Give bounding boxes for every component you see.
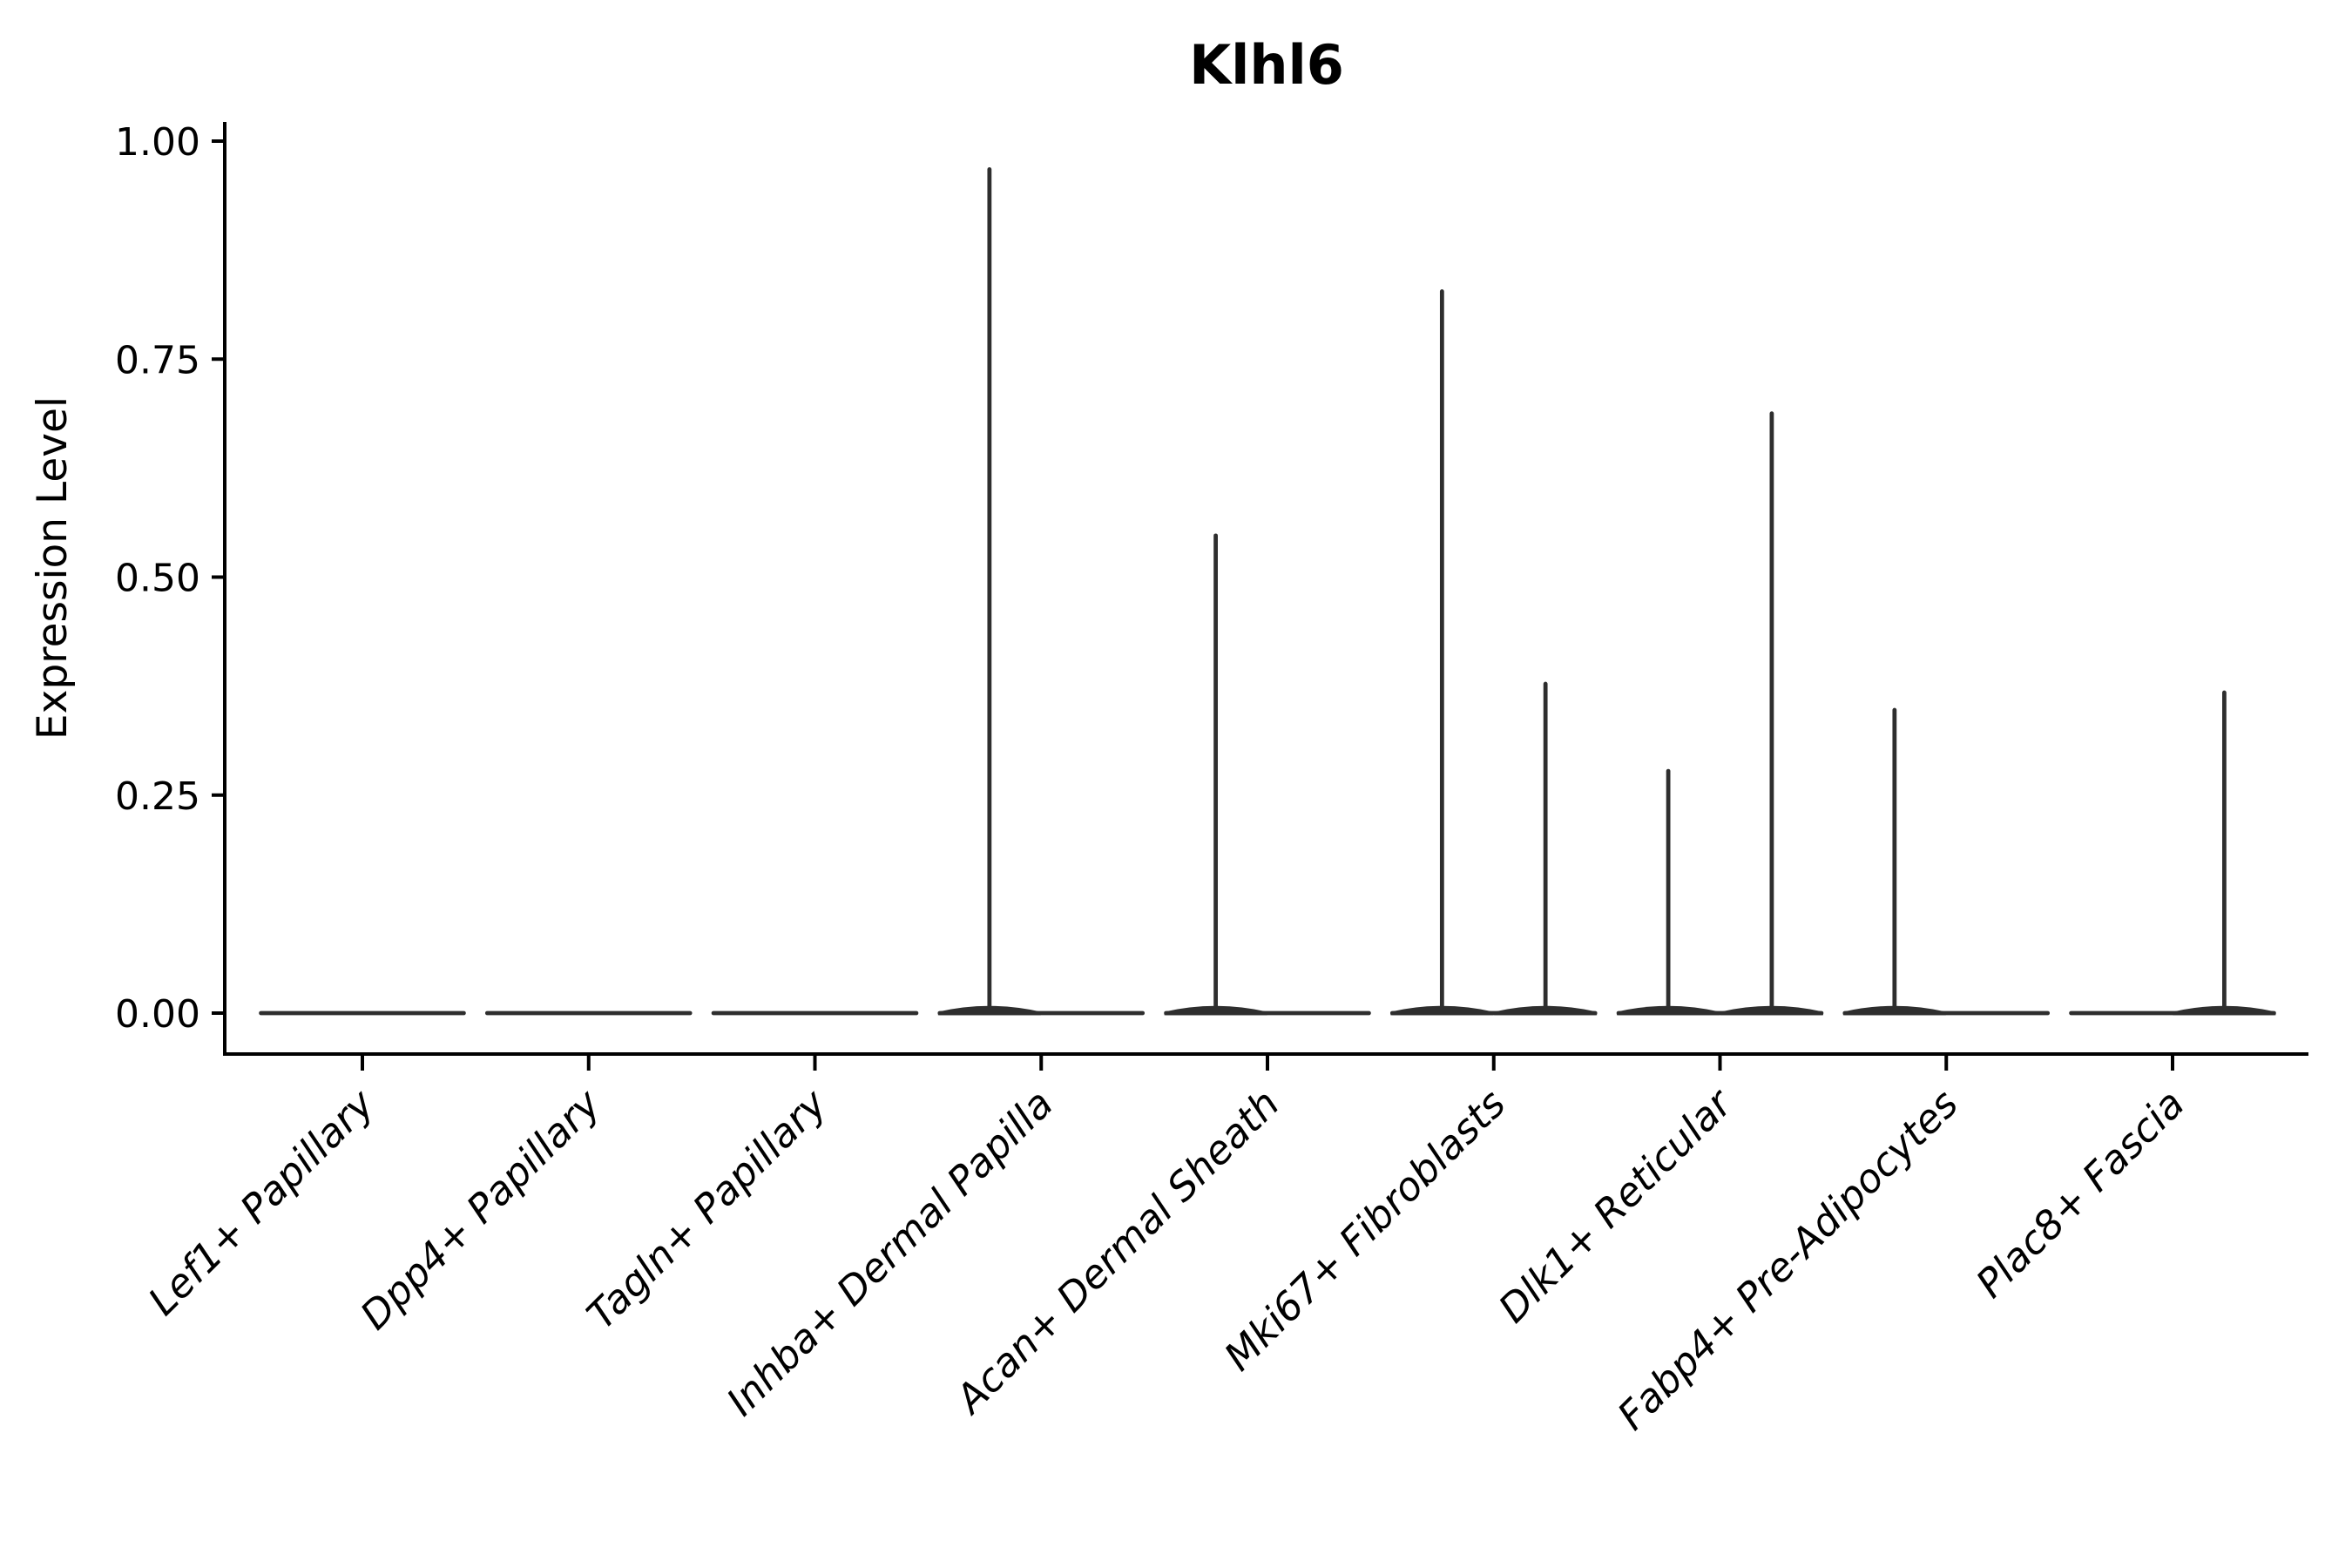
violin: [1389, 289, 1598, 1016]
violin-spike: [1213, 533, 1218, 1013]
x-tick-label: Dlk1+ Reticular: [1490, 1079, 1742, 1332]
violin-spike: [1439, 289, 1444, 1013]
y-axis-label: Expression Level: [29, 396, 77, 740]
violin: [1842, 707, 2051, 1016]
y-tick-label: 0.00: [115, 992, 200, 1037]
axis-spines: [223, 122, 2308, 1056]
violin-spike: [2222, 690, 2227, 1013]
violin: [484, 1010, 693, 1016]
x-tick-label: Dpp4+ Papillary: [351, 1079, 610, 1338]
violin: [1164, 533, 1371, 1016]
violin: [937, 167, 1146, 1016]
x-tick-label: Tagln+ Papillary: [578, 1079, 836, 1338]
violin-spike: [1769, 411, 1774, 1013]
chart-title: Klhl6: [1189, 33, 1344, 97]
violin-spike: [1666, 768, 1671, 1013]
violin-base: [484, 1010, 693, 1016]
violin-base: [711, 1010, 919, 1016]
y-tick-label: 0.75: [115, 338, 200, 382]
violin: [259, 1010, 466, 1016]
y-tick-label: 0.25: [115, 774, 200, 819]
violin: [711, 1010, 919, 1016]
axes: 1.00 0.75 0.50 0.25 0.00 Lef1+ PapillaryDpp4+…: [115, 120, 2308, 1439]
violin: [2069, 690, 2276, 1016]
violin: [1616, 411, 1824, 1016]
violin-spike: [987, 167, 992, 1013]
violin-spike: [1892, 707, 1897, 1013]
y-tick-label: 0.50: [115, 557, 200, 601]
violins-layer: [259, 167, 2276, 1016]
x-tick-label: Plac8+ Fascia: [1967, 1080, 2193, 1307]
violin-base: [259, 1010, 466, 1016]
violin-spike: [1543, 681, 1548, 1013]
x-tick-label: Lef1+ Papillary: [139, 1079, 384, 1324]
y-tick-label: 1.00: [115, 120, 200, 165]
